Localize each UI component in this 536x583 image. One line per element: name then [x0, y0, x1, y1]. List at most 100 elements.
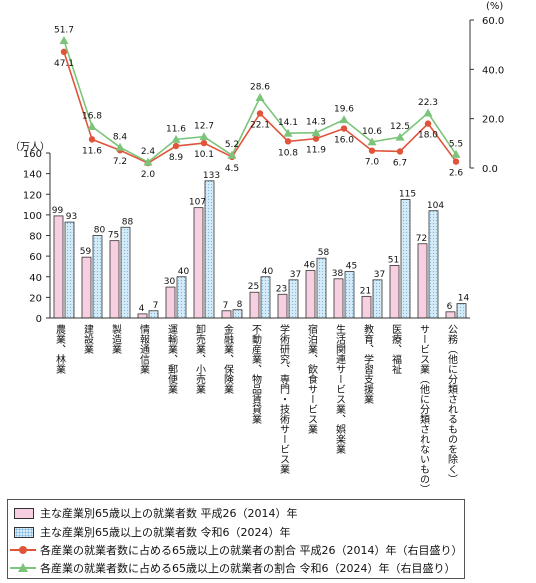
bar [92, 235, 103, 319]
bar-value-label: 72 [416, 234, 427, 244]
category-label: 生活関連サービス業、娯楽業 [334, 323, 346, 455]
category-label: 製造業 [110, 323, 122, 355]
line-value-label: 2.0 [141, 170, 156, 180]
bar [137, 313, 148, 319]
bar-value-label: 6 [447, 302, 453, 312]
bar [344, 271, 355, 319]
bar-value-label: 40 [178, 267, 190, 277]
bar-value-label: 7 [223, 301, 229, 311]
data-point [115, 142, 125, 151]
category-label: 農業、林業 [54, 323, 66, 375]
legend-item-bar2024: 主な産業別65歳以上の就業者数 令和6（2024）年 [14, 523, 291, 541]
bar-value-label: 46 [304, 261, 316, 271]
bar-value-label: 59 [80, 247, 92, 257]
right-axis-tick-label: 60.0 [482, 16, 504, 27]
left-axis-tick-label: 140 [23, 170, 42, 181]
line-value-label: 10.6 [362, 127, 382, 137]
left-axis-tick-label: 80 [29, 232, 42, 243]
line-value-label: 19.6 [334, 105, 354, 115]
bar-value-label: 37 [374, 270, 385, 280]
line-value-label: 16.8 [82, 112, 102, 122]
legend-label-line2014: 各産業の就業者数に占める65歳以上の就業者の割合 平成26（2014）年（右目盛… [40, 544, 463, 557]
data-point [59, 35, 69, 44]
bar-value-label: 133 [203, 171, 220, 181]
bar-value-label: 104 [427, 201, 444, 211]
bar [109, 240, 120, 319]
category-label: 教育、学習支援業 [362, 323, 374, 405]
bar-value-label: 7 [153, 301, 159, 311]
legend-item-line2014: 各産業の就業者数に占める65歳以上の就業者の割合 平成26（2014）年（右目盛… [10, 541, 462, 559]
line-value-label: 2.6 [449, 169, 464, 179]
bar [148, 310, 159, 319]
bar [260, 276, 271, 319]
bar-value-label: 4 [139, 304, 145, 314]
bar [400, 199, 411, 319]
data-point [283, 128, 293, 137]
bar [221, 310, 232, 319]
bar [288, 279, 299, 319]
line-value-label: 10.8 [278, 148, 298, 158]
line-value-label: 14.3 [306, 118, 326, 128]
category-label: 医療、福祉 [390, 324, 402, 374]
line-value-label: 11.9 [306, 146, 326, 156]
data-point [451, 149, 461, 158]
left-axis-tick-label: 160 [23, 149, 42, 160]
bar-value-label: 99 [52, 206, 64, 216]
data-point [339, 115, 349, 124]
category-label: 学術研究、専門・技術サービス業 [278, 323, 290, 475]
line-value-label: 5.5 [449, 139, 463, 149]
bar [316, 257, 327, 319]
line-value-label: 51.7 [54, 25, 74, 35]
data-point [172, 142, 180, 150]
line-value-label: 16.0 [334, 136, 354, 146]
legend-swatch-green-line [10, 562, 36, 574]
bar [417, 243, 428, 319]
right-axis-tick-label: 0.0 [482, 164, 498, 175]
category-label: 運輸業、郵便業 [166, 324, 178, 395]
bar [428, 210, 439, 319]
data-point [367, 137, 377, 146]
category-label: サービス業（他に分類されないもの） [418, 324, 430, 494]
bar-value-label: 75 [108, 231, 119, 241]
data-point [143, 157, 153, 166]
bar [120, 226, 131, 319]
series-line [63, 40, 457, 164]
line-value-label: 5.2 [225, 140, 239, 150]
bar [165, 286, 176, 319]
bar [81, 256, 92, 319]
line-value-label: 14.1 [278, 118, 298, 128]
bar [204, 180, 215, 319]
bar-value-label: 40 [262, 267, 274, 277]
line-value-label: 11.6 [166, 124, 186, 134]
bar [445, 311, 456, 319]
data-point [171, 134, 181, 143]
bar-value-label: 45 [346, 262, 357, 272]
left-axis-tick-label: 40 [29, 273, 42, 284]
data-point [368, 147, 376, 154]
bar-value-label: 37 [290, 270, 301, 280]
bar-value-label: 38 [332, 269, 344, 279]
bar-value-label: 107 [189, 198, 206, 208]
bar [372, 279, 383, 319]
legend-swatch-red-line [10, 544, 36, 556]
line-value-label: 8.4 [113, 132, 128, 142]
left-axis-tick-label: 100 [23, 211, 42, 222]
line-value-label: 12.7 [194, 122, 214, 132]
line-value-label: 7.0 [365, 158, 380, 168]
data-point [396, 148, 404, 155]
category-label: 金融業、保険業 [222, 323, 234, 395]
line-value-label: 22.3 [418, 98, 438, 108]
data-point [60, 48, 68, 56]
bar-value-label: 8 [237, 300, 243, 310]
data-point [423, 108, 433, 117]
data-point [424, 120, 432, 127]
left-axis-tick-label: 20 [29, 293, 42, 304]
line-value-label: 7.2 [113, 157, 127, 167]
legend-label-line2024: 各産業の就業者数に占める65歳以上の就業者の割合 令和6（2024）年（右目盛り… [40, 562, 456, 575]
bar-value-label: 14 [458, 294, 470, 304]
line-value-label: 8.9 [169, 153, 184, 163]
data-point [452, 158, 460, 165]
bar-value-label: 51 [388, 255, 399, 265]
category-label: 情報通信業 [138, 323, 150, 375]
